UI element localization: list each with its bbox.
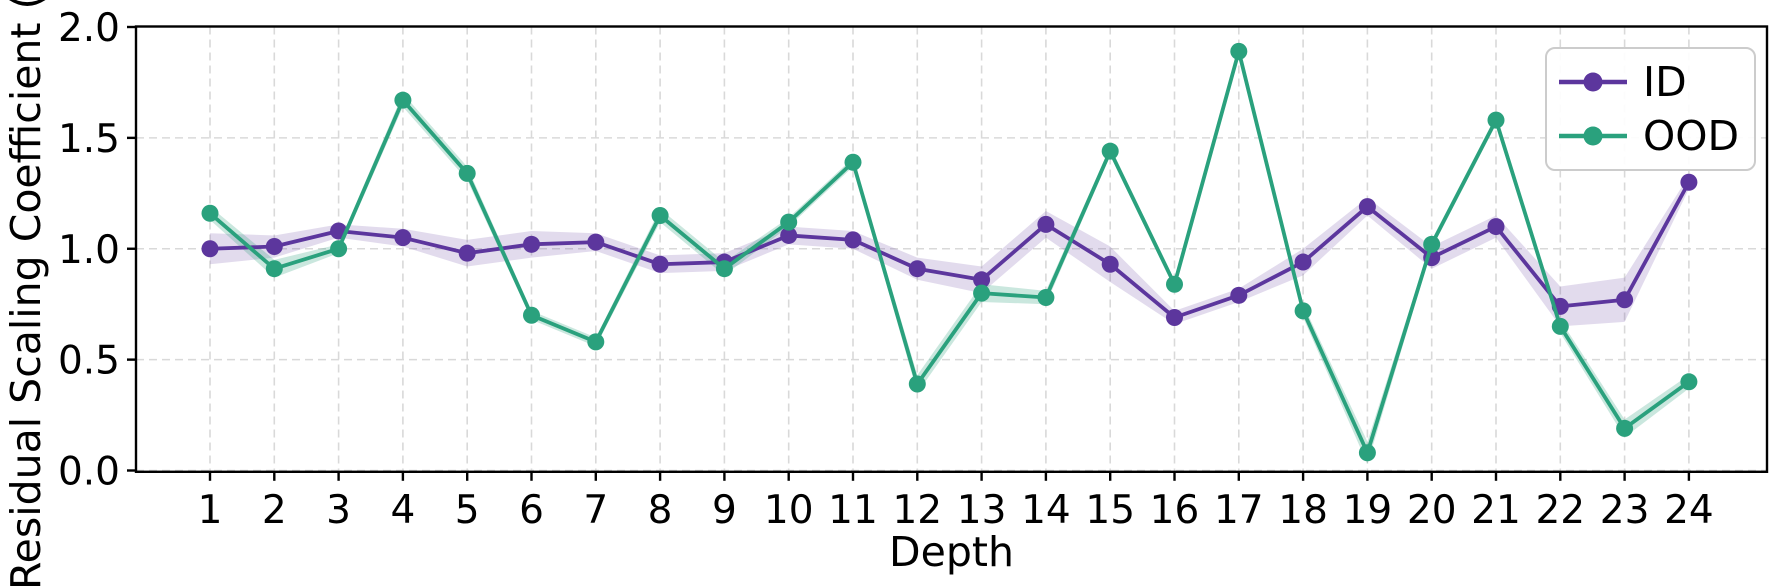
id-data-point <box>780 226 798 244</box>
legend: ID OOD <box>1545 47 1756 171</box>
x-tick-label: 18 <box>1278 488 1328 533</box>
y-axis-label: Residual Scaling Coefficient ( <box>2 0 50 586</box>
x-tick-label: 14 <box>1021 488 1071 533</box>
ood-data-point <box>1101 142 1119 160</box>
ood-data-point <box>587 333 605 351</box>
x-tick-label: 24 <box>1664 488 1714 533</box>
ood-data-point <box>715 260 733 278</box>
x-tick-label: 23 <box>1600 488 1650 533</box>
ood-data-point <box>1358 444 1376 462</box>
id-data-point <box>1230 286 1248 304</box>
ood-legend-marker-icon <box>1559 126 1627 146</box>
y-tick-label: 0.5 <box>58 339 120 384</box>
ood-data-point <box>265 260 283 278</box>
y-axis-ticks: 0.0 0.5 1.0 1.5 2.0 <box>58 6 136 495</box>
id-data-point <box>1680 173 1698 191</box>
id-series-line <box>209 181 1691 320</box>
x-tick-label: 17 <box>1214 488 1264 533</box>
ood-data-point <box>908 375 926 393</box>
ood-data-point <box>201 204 219 222</box>
ood-data-point <box>1166 275 1183 293</box>
id-data-point <box>973 271 991 289</box>
id-data-point <box>1487 218 1505 236</box>
id-data-point <box>265 238 283 256</box>
id-data-point <box>1358 198 1376 216</box>
id-data-point <box>908 260 926 278</box>
y-tick-label: 1.0 <box>58 228 120 273</box>
id-data-point <box>1294 253 1312 271</box>
y-tick-label: 0.0 <box>58 450 120 495</box>
id-data-point <box>1101 255 1119 273</box>
x-axis-ticks: 1 2 3 4 5 6 7 8 9 10 11 12 13 14 15 16 17 18 19 20 21 22 23 24 <box>198 471 1714 533</box>
x-tick-label: 13 <box>957 488 1007 533</box>
x-tick-label: 22 <box>1535 488 1585 533</box>
ood-data-point <box>394 91 412 109</box>
ood-data-point <box>1230 42 1248 60</box>
x-tick-label: 16 <box>1150 488 1200 533</box>
id-data-point <box>1616 291 1634 309</box>
id-data-point <box>1166 308 1183 326</box>
id-data-point <box>523 235 540 253</box>
ood-data-point <box>1616 419 1634 437</box>
ood-data-point <box>1294 302 1312 320</box>
legend-label-ood: OOD <box>1643 111 1740 160</box>
x-tick-label: 19 <box>1343 488 1393 533</box>
id-data-point <box>1037 215 1055 233</box>
ood-data-point <box>1680 373 1698 391</box>
id-data-point <box>651 255 669 273</box>
id-series-markers <box>201 173 1698 326</box>
id-legend-marker-icon <box>1559 72 1627 92</box>
id-data-point <box>844 231 862 249</box>
x-tick-label: 1 <box>198 488 223 533</box>
ood-data-point <box>458 164 476 182</box>
x-tick-label: 20 <box>1407 488 1457 533</box>
x-tick-label: 15 <box>1085 488 1135 533</box>
x-tick-label: 10 <box>764 488 814 533</box>
x-tick-label: 21 <box>1471 488 1521 533</box>
ood-data-point <box>1487 111 1505 129</box>
ood-data-point <box>523 306 540 324</box>
x-tick-label: 4 <box>390 488 415 533</box>
x-tick-label: 3 <box>326 488 351 533</box>
ood-data-point <box>844 153 862 171</box>
id-confidence-band <box>210 175 1689 327</box>
x-tick-label: 5 <box>455 488 480 533</box>
x-axis-label: Depth <box>889 528 1014 576</box>
ood-data-point <box>330 240 348 258</box>
x-tick-label: 7 <box>583 488 608 533</box>
id-data-point <box>587 233 605 251</box>
ood-data-point <box>1423 235 1441 253</box>
ood-series-markers <box>201 42 1698 462</box>
legend-item-ood: OOD <box>1557 111 1754 160</box>
x-tick-label: 8 <box>648 488 673 533</box>
y-tick-label: 1.5 <box>58 117 120 162</box>
x-tick-label: 12 <box>892 488 942 533</box>
x-tick-label: 9 <box>712 488 737 533</box>
ood-data-point <box>1551 317 1569 335</box>
id-data-point <box>201 240 219 258</box>
id-data-point <box>394 229 412 247</box>
ood-data-point <box>1037 289 1055 307</box>
x-tick-label: 2 <box>262 488 287 533</box>
legend-label-id: ID <box>1643 57 1687 106</box>
y-tick-label: 2.0 <box>58 6 120 51</box>
ood-data-point <box>651 206 669 224</box>
ood-series-line <box>208 49 1691 455</box>
x-tick-label: 6 <box>519 488 544 533</box>
ood-data-point <box>780 213 798 231</box>
legend-item-id: ID <box>1557 57 1754 106</box>
x-tick-label: 11 <box>828 488 878 533</box>
id-data-point <box>458 244 476 262</box>
ood-data-point <box>973 284 991 302</box>
